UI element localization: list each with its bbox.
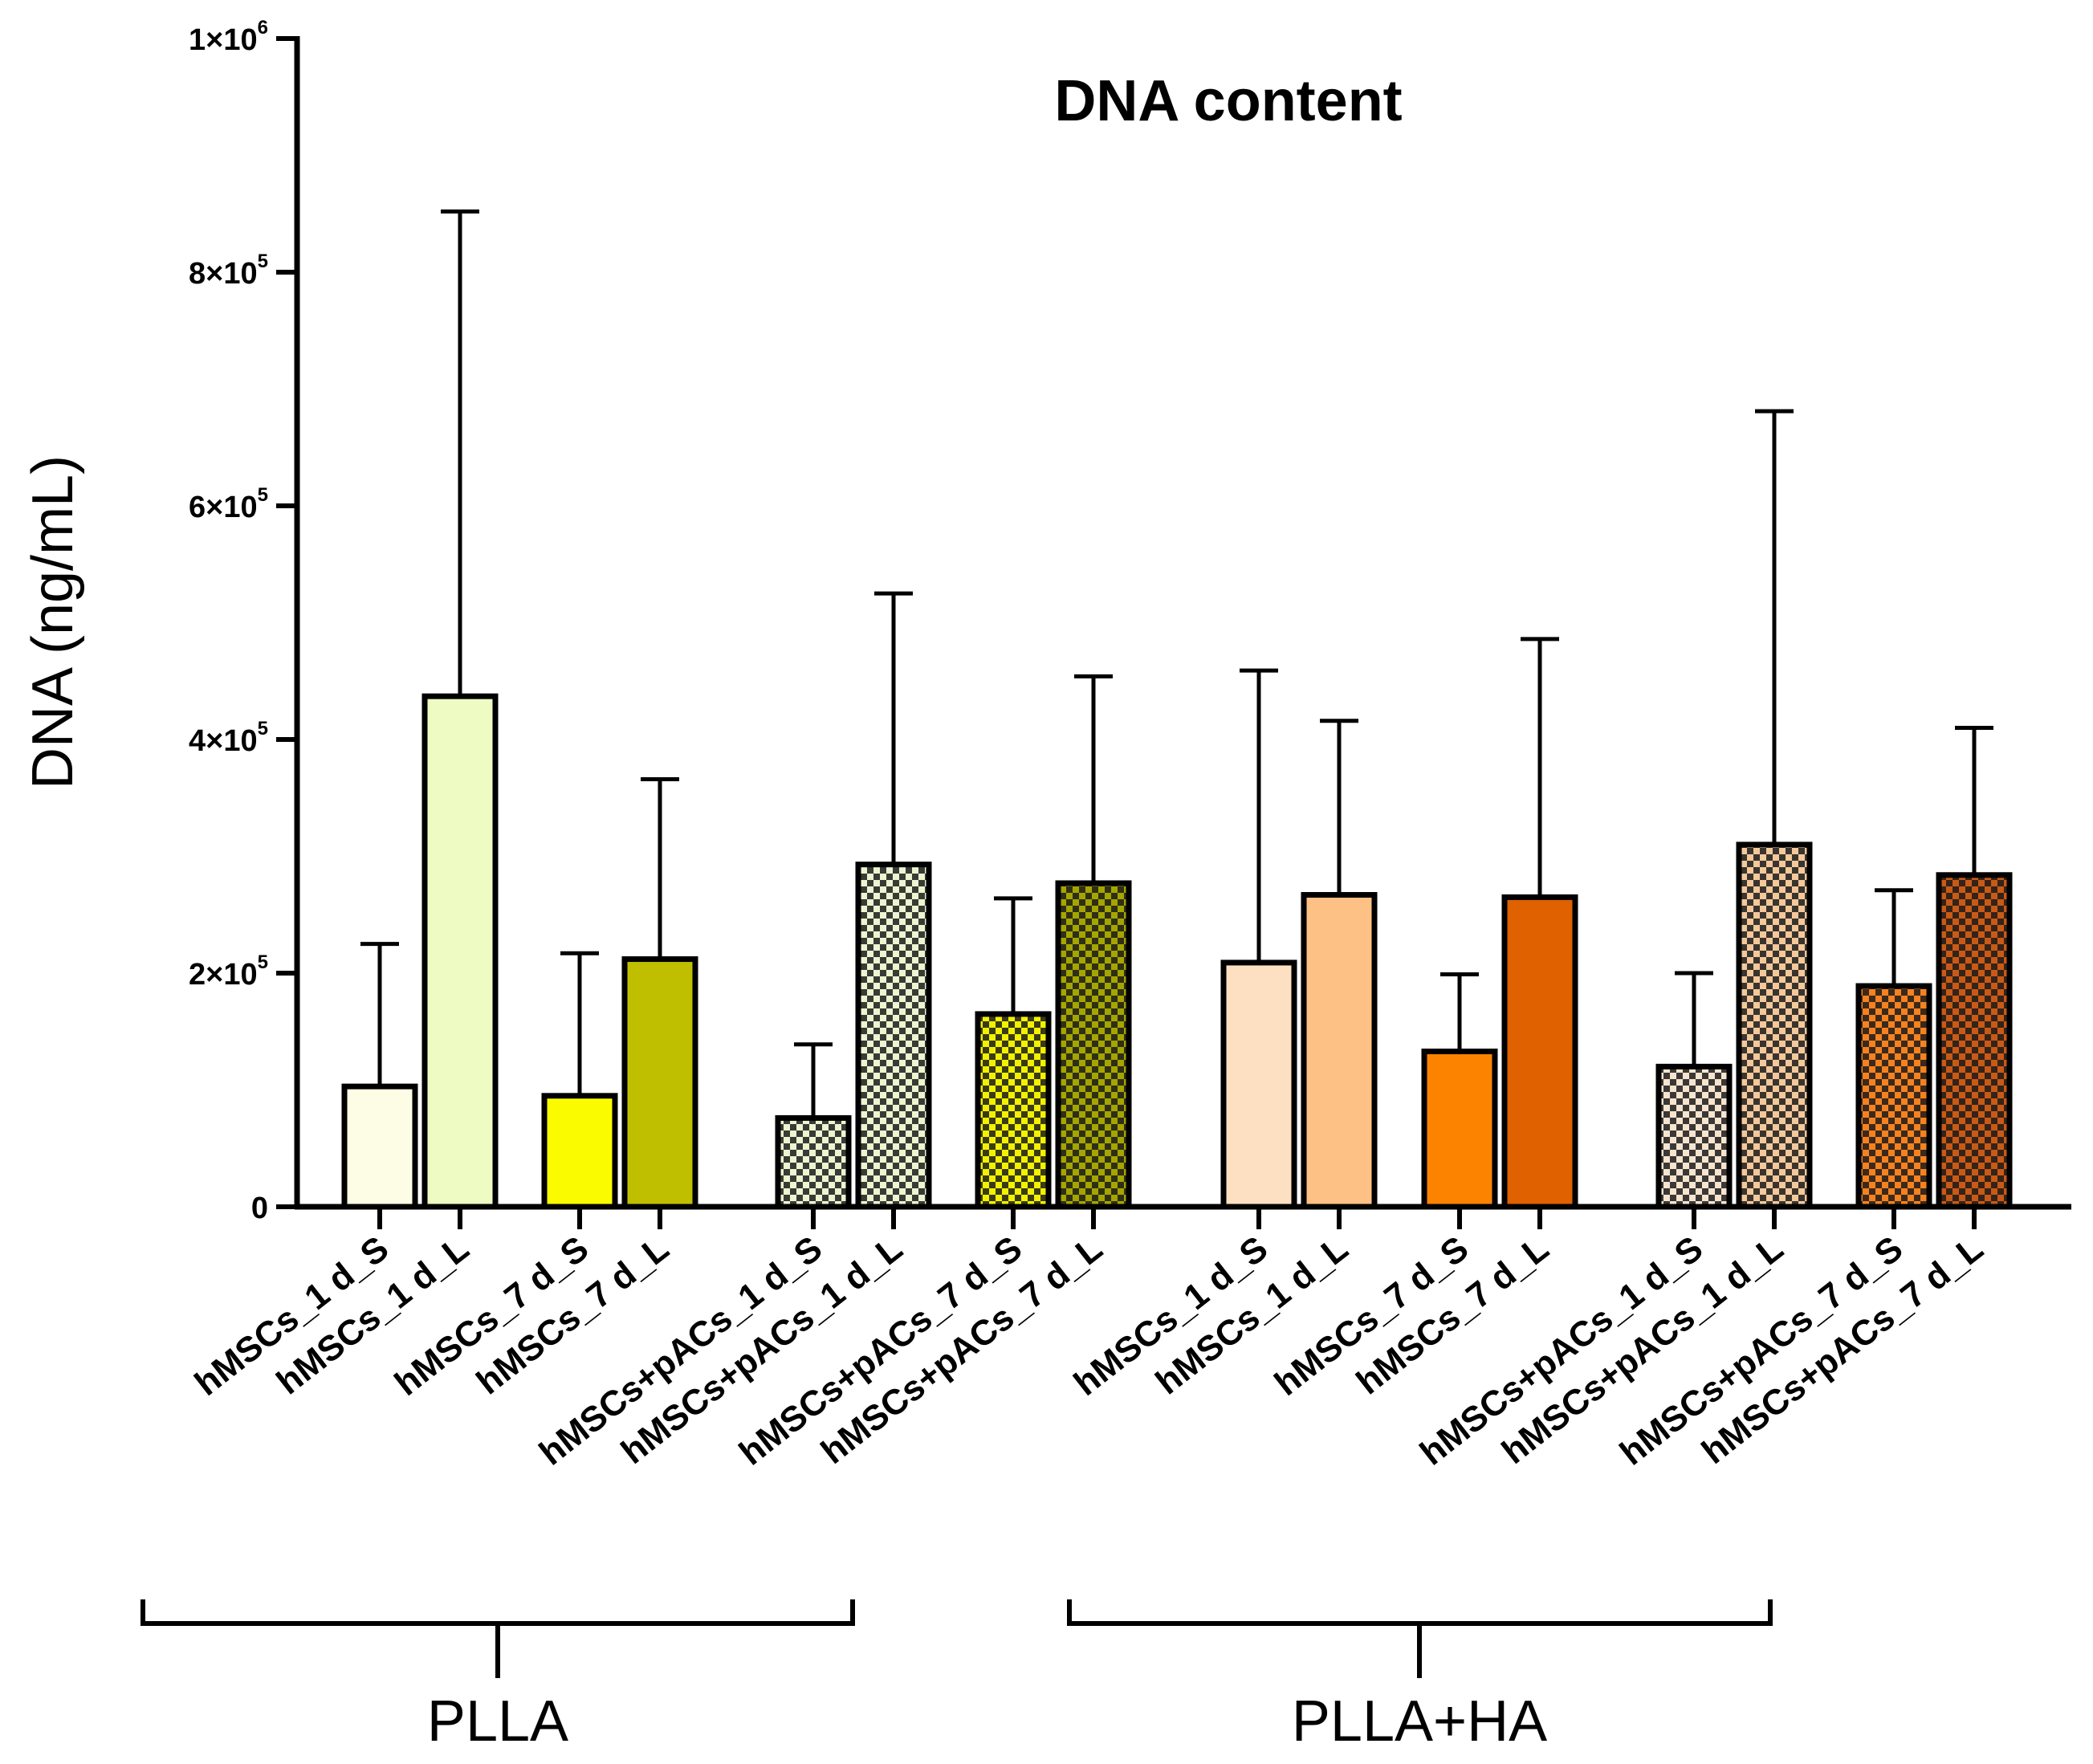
y-axis-label: DNA (ng/mL) bbox=[21, 455, 85, 789]
bar bbox=[341, 1083, 418, 1210]
group-label: PLLA+HA bbox=[1292, 1689, 1547, 1754]
bar bbox=[1421, 1048, 1498, 1210]
y-tick-label: 6×105 bbox=[189, 484, 268, 524]
bar bbox=[855, 862, 932, 1210]
bar bbox=[1655, 1063, 1733, 1210]
bar bbox=[1936, 872, 2013, 1210]
group-bracket bbox=[1067, 1599, 1773, 1678]
y-tick-label: 8×105 bbox=[189, 251, 268, 291]
bar bbox=[975, 1011, 1052, 1210]
chart-title: DNA content bbox=[1054, 69, 1402, 133]
bar bbox=[1055, 880, 1132, 1210]
bar bbox=[1736, 841, 1813, 1210]
bar bbox=[1220, 959, 1297, 1210]
bar bbox=[421, 693, 499, 1210]
bar bbox=[775, 1114, 852, 1210]
group-bracket bbox=[140, 1599, 855, 1678]
bar bbox=[1301, 892, 1378, 1210]
y-tick-label: 1×106 bbox=[189, 17, 268, 57]
y-tick-label: 0 bbox=[251, 1192, 268, 1225]
group-label: PLLA bbox=[427, 1689, 568, 1754]
bar bbox=[1855, 983, 1932, 1210]
bar bbox=[621, 956, 698, 1210]
y-tick-label: 2×105 bbox=[189, 951, 268, 992]
y-tick-label: 4×105 bbox=[189, 718, 268, 758]
bar bbox=[541, 1093, 618, 1210]
bar bbox=[1501, 894, 1578, 1210]
